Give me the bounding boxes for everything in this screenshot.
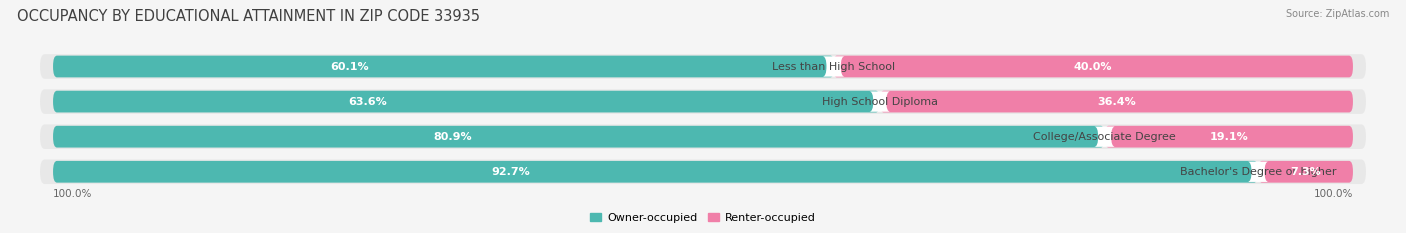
FancyBboxPatch shape bbox=[880, 91, 1353, 113]
FancyBboxPatch shape bbox=[39, 89, 1367, 114]
Text: 63.6%: 63.6% bbox=[347, 97, 387, 106]
FancyBboxPatch shape bbox=[869, 91, 890, 112]
Text: 92.7%: 92.7% bbox=[492, 167, 530, 177]
FancyBboxPatch shape bbox=[53, 161, 1258, 183]
FancyBboxPatch shape bbox=[1258, 161, 1353, 183]
Text: 80.9%: 80.9% bbox=[433, 132, 472, 142]
FancyBboxPatch shape bbox=[1105, 126, 1353, 147]
FancyBboxPatch shape bbox=[53, 56, 834, 77]
Text: Bachelor's Degree or higher: Bachelor's Degree or higher bbox=[1180, 167, 1336, 177]
FancyBboxPatch shape bbox=[39, 124, 1367, 149]
Text: 40.0%: 40.0% bbox=[1074, 62, 1112, 72]
FancyBboxPatch shape bbox=[1247, 162, 1268, 182]
Text: 19.1%: 19.1% bbox=[1209, 132, 1249, 142]
Text: 100.0%: 100.0% bbox=[1313, 189, 1353, 199]
FancyBboxPatch shape bbox=[53, 91, 880, 113]
Text: OCCUPANCY BY EDUCATIONAL ATTAINMENT IN ZIP CODE 33935: OCCUPANCY BY EDUCATIONAL ATTAINMENT IN Z… bbox=[17, 9, 479, 24]
FancyBboxPatch shape bbox=[39, 54, 1367, 79]
Text: Source: ZipAtlas.com: Source: ZipAtlas.com bbox=[1285, 9, 1389, 19]
Text: 7.3%: 7.3% bbox=[1291, 167, 1320, 177]
FancyBboxPatch shape bbox=[832, 56, 1353, 77]
FancyBboxPatch shape bbox=[39, 159, 1367, 184]
FancyBboxPatch shape bbox=[53, 126, 1105, 147]
FancyBboxPatch shape bbox=[823, 56, 845, 77]
Text: College/Associate Degree: College/Associate Degree bbox=[1033, 132, 1175, 142]
Text: 36.4%: 36.4% bbox=[1097, 97, 1136, 106]
Text: High School Diploma: High School Diploma bbox=[821, 97, 938, 106]
Legend: Owner-occupied, Renter-occupied: Owner-occupied, Renter-occupied bbox=[586, 208, 820, 227]
Text: 60.1%: 60.1% bbox=[330, 62, 370, 72]
FancyBboxPatch shape bbox=[1094, 127, 1115, 147]
Text: 100.0%: 100.0% bbox=[53, 189, 93, 199]
Text: Less than High School: Less than High School bbox=[772, 62, 896, 72]
